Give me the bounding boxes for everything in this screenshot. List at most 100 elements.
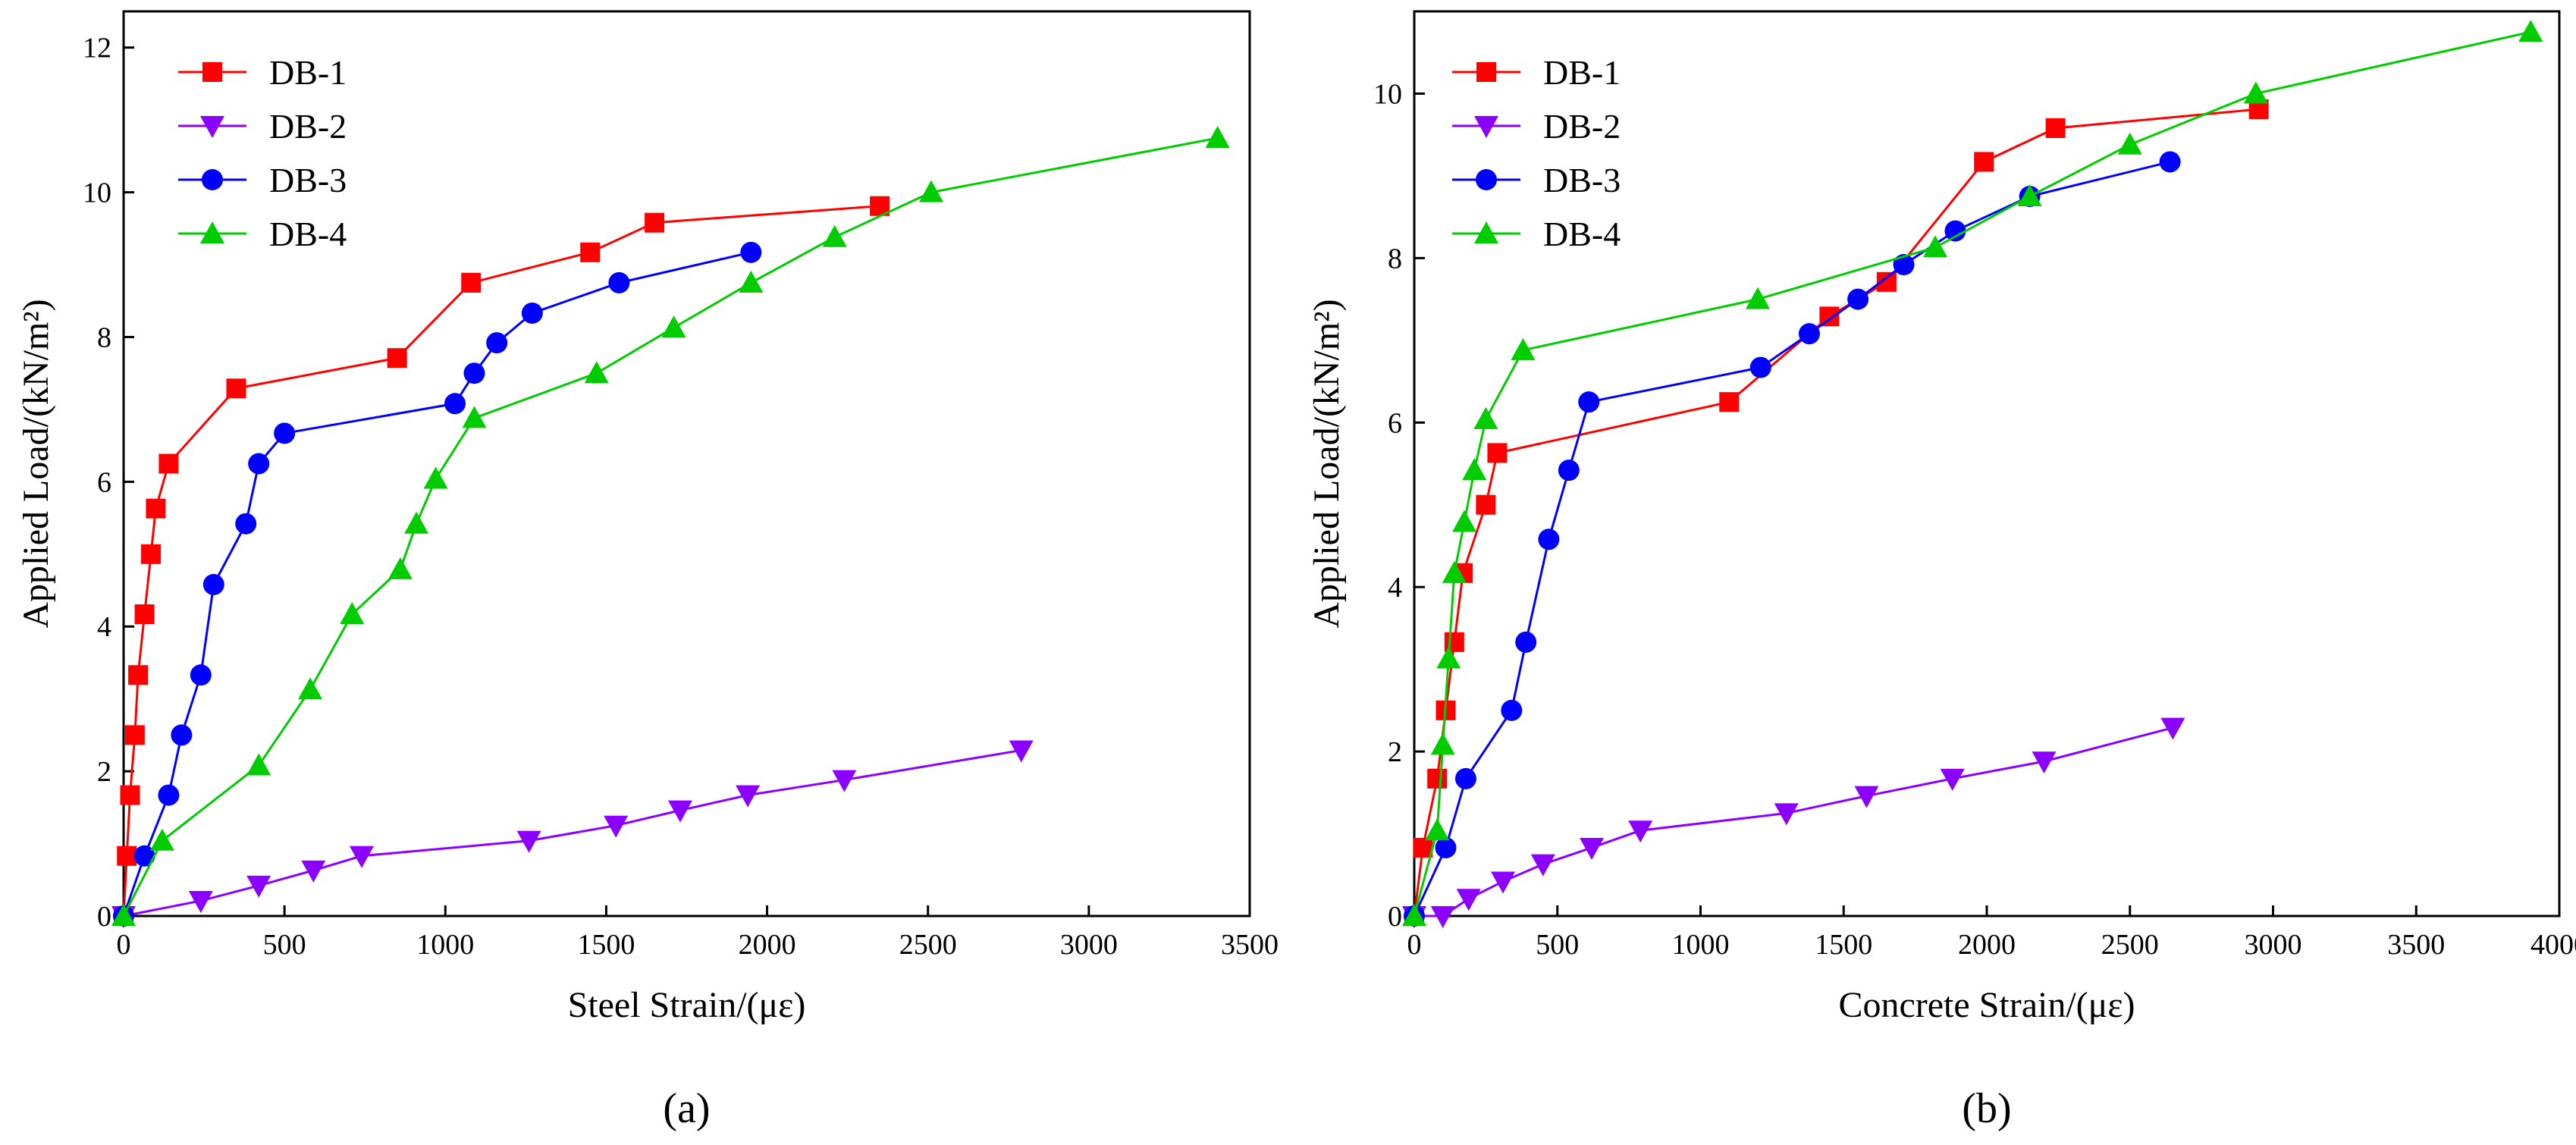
data-point: [645, 212, 665, 233]
series-DB-2: [1402, 717, 2185, 928]
data-point: [521, 302, 543, 324]
data-point: [158, 453, 179, 474]
y-axis-title: Applied Load/(kN/m²): [1307, 299, 1347, 628]
data-point: [423, 466, 448, 489]
data-point: [1442, 560, 1467, 583]
data-point: [1746, 287, 1770, 309]
data-point: [340, 602, 365, 625]
data-point: [1430, 732, 1455, 755]
series-line: [122, 205, 880, 917]
data-point: [1452, 510, 1477, 532]
legend-label: DB-4: [1543, 215, 1621, 253]
data-point: [1749, 356, 1771, 378]
x-tick-label: 1000: [416, 929, 474, 961]
legend-label: DB-1: [269, 53, 347, 92]
y-tick-label: 10: [1373, 78, 1402, 110]
x-tick-label: 2000: [739, 929, 796, 961]
data-point: [349, 845, 374, 868]
series-line: [1413, 161, 2170, 917]
data-point: [1515, 631, 1537, 653]
data-point: [584, 361, 609, 384]
x-tick-label: 1500: [577, 929, 635, 961]
data-point: [918, 180, 943, 202]
data-point: [461, 272, 482, 293]
data-point: [1893, 254, 1915, 276]
x-tick-label: 1500: [1815, 929, 1872, 961]
data-point: [1628, 820, 1653, 843]
data-point: [190, 664, 212, 686]
data-point: [608, 271, 630, 293]
x-tick-label: 3500: [1221, 929, 1279, 961]
data-point: [1009, 740, 1034, 763]
data-point: [1430, 906, 1455, 928]
panel-a: 0 500 1000 1500 2000 2500 3000 3500 0 2 4 6 8 10 12 Ste…: [16, 10, 1279, 1132]
legend-item: DB-2: [178, 107, 347, 146]
x-tick-label: 500: [263, 929, 306, 961]
legend-item: DB-1: [178, 53, 347, 92]
y-tick-label: 12: [83, 33, 111, 64]
legend-item: DB-3: [178, 161, 347, 199]
data-point: [117, 845, 137, 866]
legend-marker: [1476, 169, 1497, 190]
data-point: [171, 724, 193, 746]
x-tick-label: 3000: [2245, 929, 2302, 961]
panel-label: (a): [663, 1085, 710, 1132]
legend-item: DB-1: [1452, 53, 1621, 92]
data-point: [1854, 786, 1879, 808]
data-point: [668, 800, 693, 823]
data-point: [1578, 391, 1600, 413]
data-point: [2017, 184, 2042, 207]
plot-frame: [122, 10, 1251, 918]
data-point: [1923, 235, 1948, 258]
data-point: [1205, 126, 1230, 149]
x-tick-label: 2500: [2101, 929, 2159, 961]
x-tick-label: 3000: [1060, 929, 1118, 961]
data-point: [158, 784, 180, 806]
data-point: [1491, 871, 1516, 894]
series-line: [1413, 108, 2259, 917]
data-point: [188, 890, 213, 913]
data-point: [1847, 288, 1869, 310]
data-point: [1538, 529, 1560, 551]
y-tick-label: 4: [97, 611, 111, 643]
data-point: [1435, 836, 1457, 858]
data-point: [149, 828, 174, 851]
data-point: [2159, 151, 2181, 173]
data-point: [822, 224, 847, 247]
data-point: [1425, 818, 1450, 841]
data-point: [2032, 751, 2057, 774]
data-point: [111, 904, 136, 926]
data-point: [387, 348, 407, 369]
data-point: [1501, 699, 1523, 721]
legend-marker: [202, 169, 223, 190]
y-tick-label: 4: [1388, 572, 1402, 604]
legend-marker: [1474, 116, 1498, 138]
data-point: [124, 725, 145, 745]
y-tick-label: 2: [97, 756, 111, 788]
y-tick-label: 8: [1388, 243, 1402, 274]
data-point: [1436, 646, 1461, 669]
data-point: [1974, 152, 1994, 172]
data-point: [141, 544, 162, 564]
series-DB-1: [114, 196, 890, 926]
y-tick-label: 0: [1388, 901, 1402, 933]
data-point: [1473, 406, 1498, 429]
x-tick-label: 2500: [899, 929, 957, 961]
data-point: [298, 677, 323, 700]
data-point: [739, 270, 764, 293]
series-line: [122, 136, 1218, 917]
data-point: [301, 860, 326, 883]
data-point: [462, 406, 487, 428]
data-point: [736, 785, 761, 808]
legend-marker: [1476, 62, 1496, 82]
legend-item: DB-3: [1452, 161, 1621, 199]
legend-label: DB-3: [1543, 161, 1621, 199]
data-point: [1944, 220, 1966, 242]
legend-label: DB-4: [269, 215, 347, 253]
legend-marker: [200, 221, 224, 243]
data-point: [580, 242, 601, 262]
y-tick-label: 6: [1388, 407, 1402, 439]
data-point: [387, 557, 413, 579]
